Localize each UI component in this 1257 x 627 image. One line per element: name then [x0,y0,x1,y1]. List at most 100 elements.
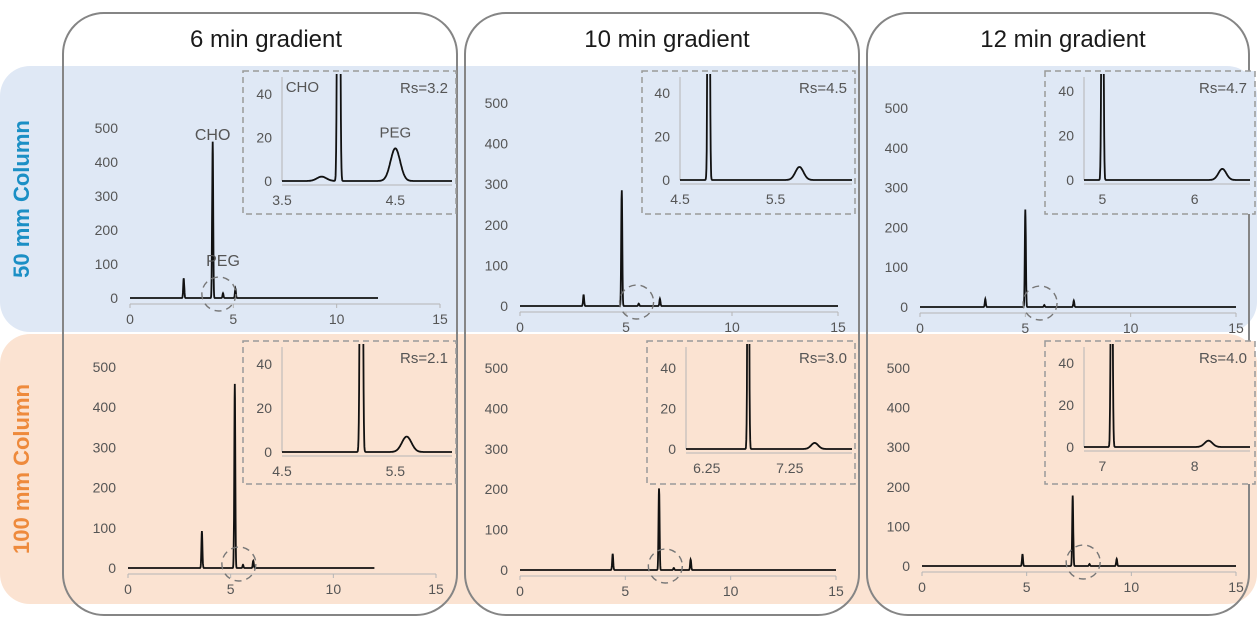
chromatogram-0-1: 0 100 200 300 400 500 0 5 10 15 0 20 40 4.5 5.5 Rs=4.5 [485,70,856,335]
y-tick-label: 100 [885,259,909,275]
inset-0-2: 0 20 40 5 6 Rs=4.7 [1044,70,1256,215]
inset-trace [1084,74,1250,181]
inset-y-tick-label: 20 [660,401,676,417]
chromatogram-1-2: 0 100 200 300 400 500 0 5 10 15 0 20 40 7 8 Rs=4.0 [887,340,1256,595]
x-tick-label: 15 [1228,320,1244,336]
inset-label-peg: PEG [379,125,411,142]
inset-trace [282,74,452,182]
inset-y-tick-label: 0 [264,173,272,189]
inset-x-tick-label: 5.5 [386,463,406,479]
y-tick-label: 500 [485,360,509,376]
inset-y-tick-label: 0 [1066,172,1074,188]
zoom-region-circle [221,546,257,582]
column-frame-10min [464,12,860,616]
x-tick-label: 15 [432,311,448,327]
zoom-region-circle [1065,544,1101,580]
y-tick-label: 400 [485,400,509,416]
chromatogram-trace [922,495,1236,567]
y-tick-label: 0 [500,298,508,314]
y-tick-label: 0 [902,558,910,574]
x-tick-label: 10 [329,311,345,327]
y-tick-label: 200 [885,219,909,235]
x-tick-label: 15 [828,583,844,599]
column-title-6min: 6 min gradient [189,26,343,53]
inset-y-tick-label: 40 [256,356,272,372]
inset-frame [1044,340,1256,485]
y-tick-label: 300 [95,188,119,204]
x-tick-label: 5 [622,319,630,335]
chromatogram-trace [130,141,378,299]
inset-trace [1084,344,1250,448]
y-tick-label: 100 [95,256,119,272]
inset-y-tick-label: 40 [1058,83,1074,99]
inset-y-tick-label: 40 [660,360,676,376]
inset-frame [1044,70,1256,215]
y-tick-label: 500 [485,95,509,111]
x-tick-label: 0 [516,583,524,599]
chromatogram-trace [128,383,375,569]
inset-x-tick-label: 7 [1099,458,1107,474]
inset-frame [641,70,856,215]
x-tick-label: 0 [516,319,524,335]
y-tick-label: 100 [93,520,117,536]
x-tick-label: 15 [830,319,846,335]
y-tick-label: 300 [93,439,117,455]
inset-label-cho: CHO [286,79,319,96]
inset-x-tick-label: 5 [1099,191,1107,207]
chromatogram-0-2: 0 100 200 300 400 500 0 5 10 15 0 20 40 5 6 Rs=4.7 [885,70,1256,336]
column-title-12min: 12 min gradient [980,26,1146,53]
inset-y-tick-label: 40 [256,86,272,102]
resolution-label: Rs=4.0 [1199,350,1247,367]
inset-y-tick-label: 20 [1058,128,1074,144]
inset-trace [282,344,452,453]
y-tick-label: 200 [485,217,509,233]
y-tick-label: 0 [500,562,508,578]
y-tick-label: 500 [93,359,117,375]
inset-y-tick-label: 0 [264,444,272,460]
inset-0-1: 0 20 40 4.5 5.5 Rs=4.5 [641,70,856,215]
peak-label-cho: CHO [195,127,231,144]
y-tick-label: 500 [887,360,911,376]
chromatogram-trace [520,190,838,307]
inset-y-tick-label: 20 [256,130,272,146]
x-tick-label: 15 [428,581,444,597]
zoom-region-circle [201,276,237,312]
zoom-region-circle [618,284,655,320]
inset-frame [242,340,457,485]
inset-x-tick-label: 6 [1191,191,1199,207]
y-tick-label: 200 [93,480,117,496]
x-tick-label: 5 [1021,320,1029,336]
chromatogram-0-0: 0 100 200 300 400 500 0 5 10 15 CHO PEG 0 20 40 3.5 4.5 C… [95,70,457,327]
inset-y-tick-label: 20 [654,129,670,145]
x-tick-label: 5 [227,581,235,597]
chromatogram-1-0: 0 100 200 300 400 500 0 5 10 15 0 20 40 4.5 5.5 Rs=2.1 [93,340,457,597]
y-tick-label: 300 [485,176,509,192]
inset-y-tick-label: 20 [256,400,272,416]
inset-frame [242,70,457,215]
x-tick-label: 0 [918,579,926,595]
chromatogram-trace [920,209,1236,308]
column-title-10min: 10 min gradient [584,26,750,53]
resolution-label: Rs=2.1 [400,350,448,367]
inset-x-tick-label: 4.5 [272,463,292,479]
chromatogram-1-1: 0 100 200 300 400 500 0 5 10 15 0 20 40 6.25 7.25 Rs=3.… [485,340,856,599]
inset-y-tick-label: 0 [668,441,676,457]
x-tick-label: 5 [621,583,629,599]
y-tick-label: 100 [485,257,509,273]
x-tick-label: 10 [1124,579,1140,595]
x-tick-label: 5 [229,311,237,327]
inset-y-tick-label: 0 [662,172,670,188]
inset-x-tick-label: 7.25 [776,460,803,476]
inset-1-0: 0 20 40 4.5 5.5 Rs=2.1 [242,340,457,485]
inset-y-tick-label: 40 [654,85,670,101]
inset-x-tick-label: 3.5 [272,192,292,208]
y-tick-label: 100 [485,522,509,538]
inset-trace [686,344,852,450]
resolution-label: Rs=4.5 [799,80,847,97]
y-tick-label: 400 [93,399,117,415]
inset-y-tick-label: 0 [1066,439,1074,455]
y-tick-label: 0 [110,290,118,306]
column-frame-12min [866,12,1250,616]
x-tick-label: 15 [1228,579,1244,595]
y-tick-label: 0 [108,560,116,576]
